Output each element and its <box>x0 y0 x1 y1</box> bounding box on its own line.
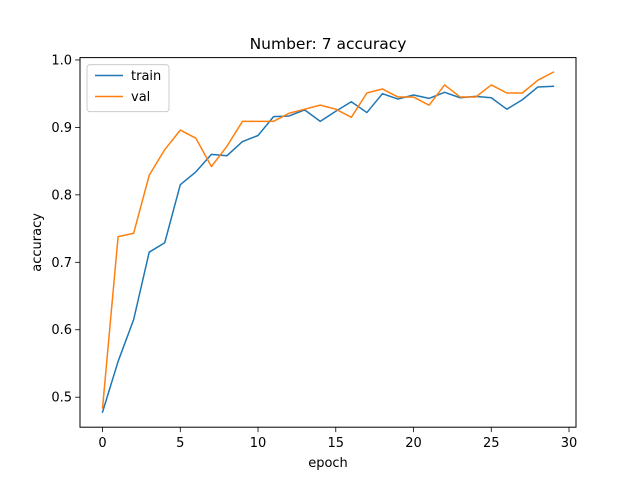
y-tick-label: 1.0 <box>51 53 72 68</box>
x-tick-label: 5 <box>176 436 184 451</box>
y-tick-label: 0.9 <box>51 121 72 136</box>
x-tick-label: 20 <box>405 436 422 451</box>
legend-label-train: train <box>131 69 161 84</box>
y-axis-label: accuracy <box>30 213 45 272</box>
series-line-train <box>101 85 555 413</box>
plot-series-group <box>101 71 555 413</box>
legend: train val <box>86 64 170 113</box>
x-tick-label: 0 <box>98 436 106 451</box>
x-axis-label: epoch <box>308 456 348 471</box>
chart-title: Number: 7 accuracy <box>250 35 407 53</box>
y-tick-label: 0.7 <box>51 256 72 271</box>
y-tick-label: 0.5 <box>51 391 72 406</box>
series-line-val <box>101 71 555 409</box>
x-tick-label: 25 <box>483 436 500 451</box>
legend-box <box>86 64 170 113</box>
y-tick-label: 0.8 <box>51 188 72 203</box>
y-axis-ticks: 0.5 0.6 0.7 0.8 0.9 1.0 <box>51 53 80 406</box>
legend-label-val: val <box>131 90 150 105</box>
x-axis-ticks: 0 5 10 15 20 25 30 <box>98 427 577 451</box>
plot-area-frame <box>79 57 577 428</box>
x-tick-label: 10 <box>250 436 267 451</box>
y-tick-label: 0.6 <box>51 323 72 338</box>
x-tick-label: 15 <box>328 436 345 451</box>
x-tick-label: 30 <box>561 436 578 451</box>
